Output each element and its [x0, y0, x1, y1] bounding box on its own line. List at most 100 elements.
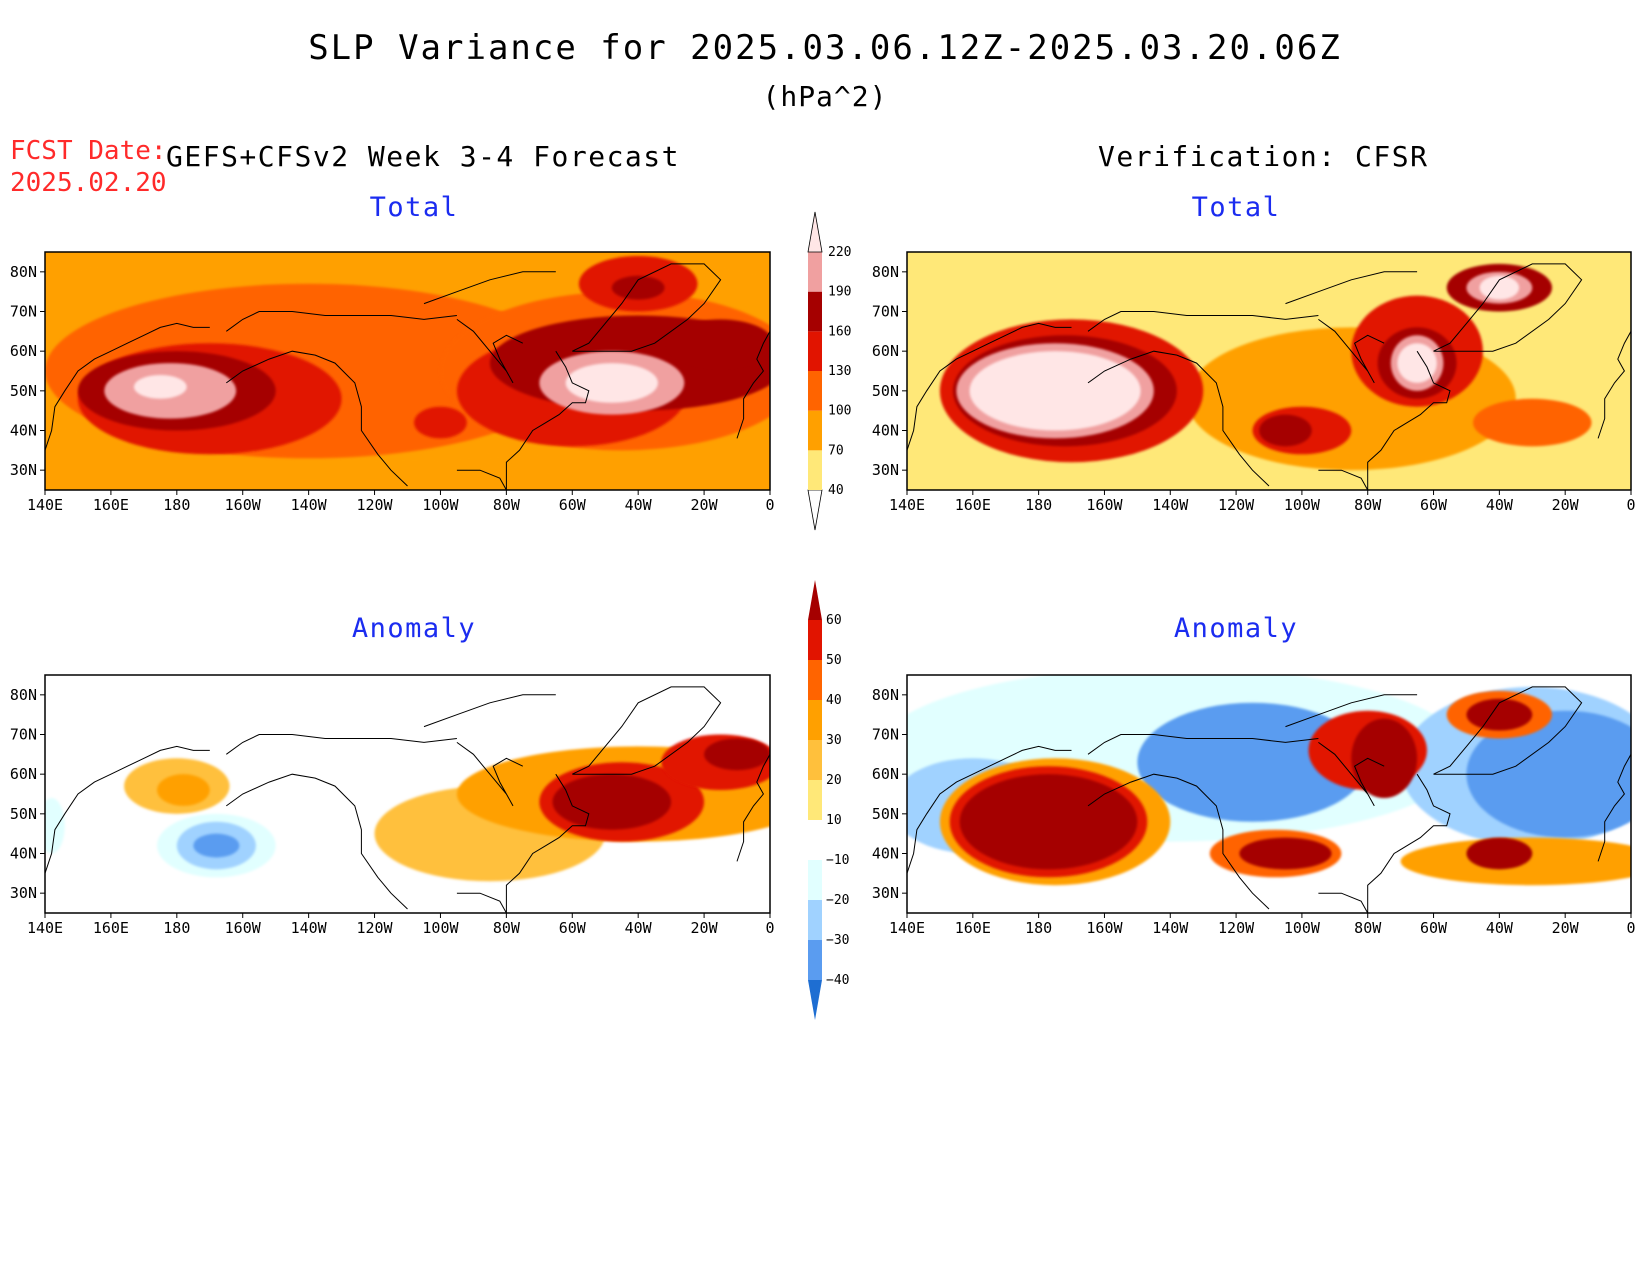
map-shading — [45, 252, 770, 490]
lat-tick-label: 30N — [872, 461, 899, 479]
map-frame — [44, 251, 771, 491]
lat-tick-label: 40N — [10, 845, 37, 863]
map-shading — [907, 252, 1631, 490]
lon-tick-label: 100W — [1284, 919, 1321, 937]
coastline — [456, 318, 524, 384]
contour-region — [969, 351, 1141, 431]
coastline — [226, 311, 457, 332]
lat-tick-label: 30N — [872, 884, 899, 902]
coastline — [456, 773, 590, 913]
coastlines — [907, 686, 1631, 913]
lon-tick-label: 80W — [1354, 919, 1382, 937]
lon-tick-label: 100W — [422, 496, 459, 514]
lat-tick-label: 30N — [10, 884, 37, 902]
lon-tick-label: 160E — [955, 919, 991, 937]
contour-region — [565, 363, 658, 403]
contour-region — [1137, 702, 1368, 822]
lat-tick-label: 50N — [10, 805, 37, 823]
main-title: SLP Variance for 2025.03.06.12Z-2025.03.… — [308, 28, 1342, 68]
coastline — [907, 745, 1072, 874]
coastline — [423, 271, 556, 305]
lon-tick-label: 40W — [1486, 919, 1514, 937]
coastline — [736, 331, 770, 439]
lon-tick-label: 160W — [225, 496, 262, 514]
lat-tick-label: 80N — [10, 263, 37, 281]
coastline — [1433, 263, 1583, 352]
lon-tick-label: 140E — [27, 496, 63, 514]
colorbar-tick-label: −20 — [826, 893, 849, 908]
lon-tick-label: 160W — [225, 919, 262, 937]
colorbar-anomaly: 60 50 40 30 20 10 −10 −20 −30 −40 — [808, 580, 849, 1020]
coastline — [226, 773, 408, 910]
colorbar-tick-label: 70 — [828, 443, 844, 458]
lon-tick-label: 20W — [691, 496, 719, 514]
panel-title-verif-total: Total — [1191, 192, 1281, 223]
lon-tick-label: 20W — [1552, 919, 1580, 937]
colorbar-tick-label: −10 — [826, 853, 849, 868]
lat-tick-label: 50N — [10, 382, 37, 400]
colorbar-swatch — [808, 331, 822, 371]
colorbar-swatch — [808, 291, 822, 332]
lon-tick-label: 60W — [1420, 919, 1448, 937]
map-shading — [907, 675, 1631, 913]
colorbar-swatch — [808, 780, 822, 820]
contour-region — [1351, 718, 1418, 798]
lon-tick-label: 140W — [1152, 919, 1189, 937]
contour-region — [133, 374, 187, 399]
colorbar-tick-label: 160 — [828, 324, 851, 339]
coastline — [907, 322, 1072, 451]
colorbar-tick-label: 50 — [826, 653, 842, 668]
panel-title-verif-anom: Anomaly — [1173, 613, 1299, 644]
map-panel-fcst-total: 140E 160E 180 160W 140W 120W 100W 80W 60W 40W 20W 0… — [10, 251, 775, 514]
lon-tick-label: 80W — [1354, 496, 1382, 514]
lat-tick-label: 70N — [10, 303, 37, 321]
fcst-date-label: FCST Date: — [10, 136, 167, 166]
colorbar-swatch — [808, 660, 822, 700]
colorbar-tick-label: 190 — [828, 285, 851, 300]
coastline — [45, 745, 210, 874]
panel-title-fcst-total: Total — [369, 192, 459, 223]
coastline — [1285, 271, 1418, 305]
colorbar-tick-label: 10 — [826, 813, 842, 828]
lon-tick-label: 0 — [1626, 496, 1635, 514]
lon-tick-label: 120W — [1218, 496, 1255, 514]
map-frame — [906, 674, 1632, 914]
colorbar-swatch — [808, 900, 822, 940]
coastline — [456, 741, 524, 807]
lon-tick-label: 140E — [889, 919, 925, 937]
lon-tick-label: 140W — [291, 919, 328, 937]
lon-tick-label: 120W — [356, 919, 393, 937]
lon-tick-label: 20W — [1552, 496, 1580, 514]
lon-tick-label: 120W — [356, 496, 393, 514]
lon-tick-label: 0 — [765, 919, 774, 937]
lon-tick-label: 60W — [1420, 496, 1448, 514]
lon-tick-label: 160E — [955, 496, 991, 514]
lon-tick-label: 140W — [291, 496, 328, 514]
colorbar-tick-label: 40 — [826, 693, 842, 708]
verification-title: Verification: CFSR — [1098, 140, 1429, 173]
lon-tick-label: 140E — [889, 496, 925, 514]
lon-tick-label: 40W — [1486, 496, 1514, 514]
lat-tick-label: 70N — [10, 726, 37, 744]
colorbar-swatch — [808, 940, 822, 980]
coastline — [1433, 686, 1583, 775]
map-panel-fcst-anom: 140E 160E 180 160W 140W 120W 100W 80W 60W 40W 20W 0… — [10, 674, 775, 937]
lat-tick-label: 30N — [10, 461, 37, 479]
coastline — [572, 263, 722, 352]
coastline — [736, 754, 770, 862]
lat-tick-label: 80N — [872, 263, 899, 281]
colorbar-swatch — [808, 860, 822, 900]
lat-tick-label: 80N — [872, 686, 899, 704]
colorbar-swatch — [808, 820, 822, 860]
contour-region — [45, 797, 65, 854]
colorbar-over-triangle — [808, 580, 822, 620]
colorbar-swatch — [808, 740, 822, 780]
lon-tick-label: 180 — [163, 496, 190, 514]
colorbar-total: 40 70 100 130 160 190 220 — [807, 211, 851, 531]
colorbar-under-triangle — [808, 980, 822, 1020]
lon-tick-label: 180 — [163, 919, 190, 937]
contour-region — [611, 275, 665, 300]
colorbar-tick-label: 100 — [828, 404, 851, 419]
contour-region — [704, 738, 770, 771]
